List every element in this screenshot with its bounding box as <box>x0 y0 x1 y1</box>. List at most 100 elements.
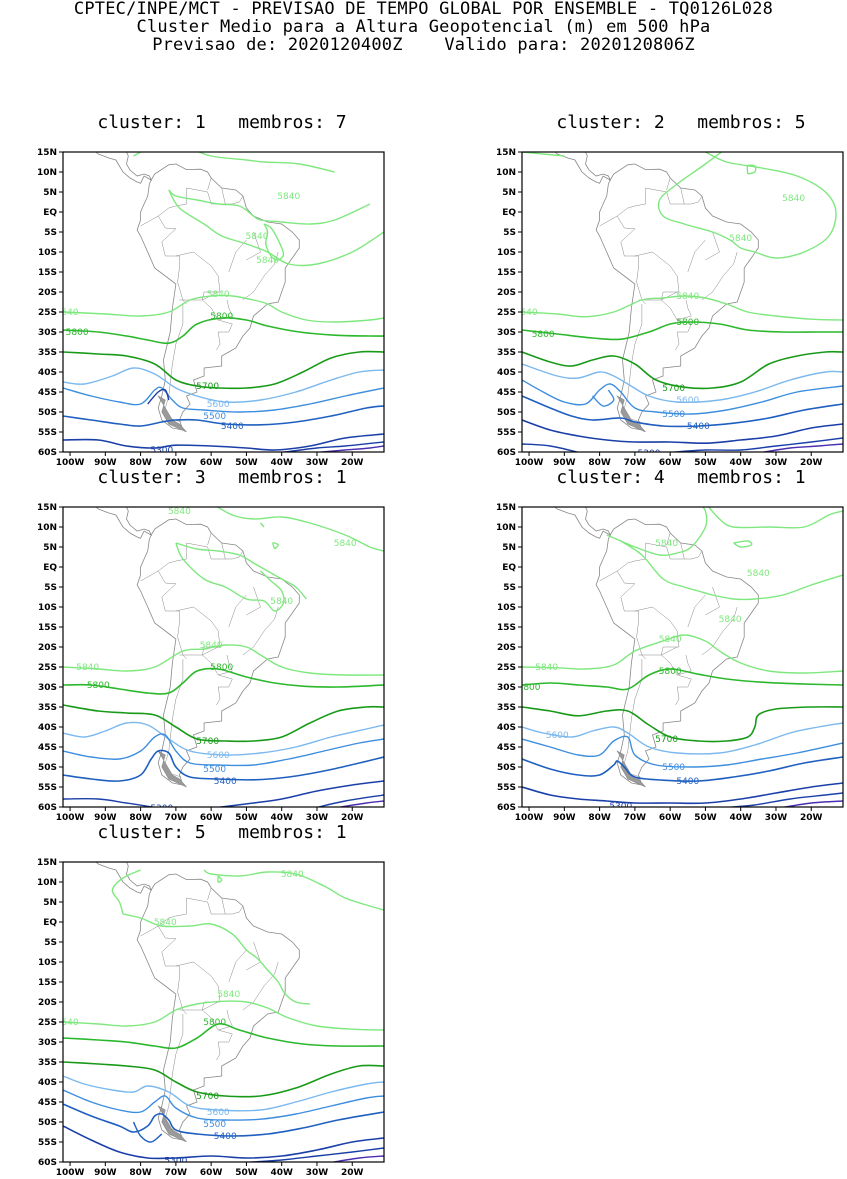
lat-tick-label: 20S <box>38 998 57 1008</box>
contour-label: 5840 <box>719 615 742 625</box>
contour-label: 5500 <box>203 412 226 422</box>
header-line-1: CPTEC/INPE/MCT - PREVISAO DE TEMPO GLOBA… <box>73 0 774 19</box>
contour-label: 5800 <box>518 683 541 693</box>
lat-tick-label: 15S <box>38 978 57 988</box>
contour-label: 5600 <box>207 1108 230 1118</box>
country-border <box>140 925 176 940</box>
lat-tick-label: 25S <box>497 308 516 318</box>
country-border <box>140 570 176 585</box>
country-border <box>705 231 720 261</box>
contour-5840 <box>111 869 141 915</box>
country-border <box>661 299 692 321</box>
lat-tick-label: 15N <box>496 148 516 158</box>
contour-label: 5840 <box>76 663 99 673</box>
lat-tick-label: 15N <box>496 503 516 513</box>
lat-tick-label: EQ <box>502 208 516 218</box>
contour-5800 <box>522 668 843 691</box>
contour-5800 <box>63 1022 384 1050</box>
contour-label: 5500 <box>662 763 685 773</box>
contour-5840 <box>522 634 843 674</box>
country-border <box>661 654 692 676</box>
contour-label: 5840 <box>782 194 805 204</box>
lat-tick-label: 60S <box>38 1158 57 1168</box>
lat-tick-label: 25S <box>497 663 516 673</box>
contour-5300 <box>218 780 384 807</box>
lat-tick-label: 50S <box>38 408 57 418</box>
lat-tick-label: 55S <box>497 783 516 793</box>
lat-tick-label: 45S <box>38 388 57 398</box>
geopotential-map: 5840584058405840540580058005700560055005… <box>37 148 385 468</box>
lat-tick-label: 15N <box>37 148 57 158</box>
contour-5840 <box>263 223 285 261</box>
contour-5300 <box>316 794 384 807</box>
contour-label: 5600 <box>546 731 569 741</box>
country-border <box>175 251 221 301</box>
coastline-central-america <box>70 507 153 539</box>
contour-5400 <box>63 1103 384 1137</box>
country-border <box>666 177 671 191</box>
lat-tick-label: 45S <box>497 388 516 398</box>
lon-tick-label: 20W <box>341 458 364 468</box>
contour-5800 <box>63 317 384 345</box>
country-border <box>701 606 738 656</box>
patagonia-islands <box>616 395 646 433</box>
lat-tick-label: 60S <box>38 803 57 813</box>
contour-5300 <box>63 797 155 807</box>
lon-tick-label: 50W <box>235 458 258 468</box>
contour-label: 5840 <box>334 539 357 549</box>
lat-tick-label: 20S <box>497 643 516 653</box>
lat-tick-label: 15S <box>38 623 57 633</box>
patagonia-islands <box>616 750 646 788</box>
country-border <box>207 177 212 191</box>
lon-tick-label: 60W <box>200 813 223 823</box>
contour-label: 5840 <box>217 990 240 1000</box>
country-border <box>617 543 646 572</box>
geopotential-map: 5840 5840 5840 5840 5840 5800 5800 5700 5600 5500… <box>496 503 844 823</box>
cluster-title: cluster: 1 membros: 7 <box>97 112 347 133</box>
contour-5840 <box>217 875 223 883</box>
cluster-panel-5: cluster: 5 membros: 1 5840 5840 5840 540 5800… <box>0 822 385 1178</box>
contour-label: 5800 <box>532 330 555 340</box>
country-border <box>246 231 261 261</box>
contour-5500 <box>63 386 384 413</box>
lat-tick-label: 5N <box>43 898 57 908</box>
map-frame <box>62 506 385 808</box>
contour-label: 5400 <box>687 422 710 432</box>
lat-tick-label: 50S <box>38 763 57 773</box>
lat-tick-label: 30S <box>38 683 57 693</box>
country-border <box>242 961 279 1011</box>
country-border <box>161 938 180 993</box>
cluster-panel-3: cluster: 3 membros: 1 5840 5840 5840 5840 584… <box>0 467 385 823</box>
lon-tick-label: 20W <box>800 813 823 823</box>
contour-5300 <box>147 388 170 405</box>
contour-label: 5840 <box>168 507 191 517</box>
lat-tick-label: 5N <box>43 543 57 553</box>
contour-label: 5800 <box>676 318 699 328</box>
lat-tick-label: 60S <box>497 448 516 458</box>
country-border <box>158 543 187 572</box>
country-border <box>246 586 261 616</box>
lat-tick-label: 55S <box>38 1138 57 1148</box>
coastline-south-america <box>136 873 300 1141</box>
lon-tick-label: 100W <box>56 813 85 823</box>
contour-5500 <box>63 733 384 767</box>
lon-tick-label: 80W <box>588 813 611 823</box>
lat-tick-label: 35S <box>38 703 57 713</box>
contour-5840 <box>168 189 371 225</box>
contour-5300 <box>281 441 384 452</box>
country-border <box>634 606 680 656</box>
lat-tick-label: 30S <box>38 328 57 338</box>
lon-tick-label: 20W <box>341 1168 364 1178</box>
contour-5840 <box>63 294 384 323</box>
cluster-panel-2: cluster: 2 membros: 5 5840 5840 5840 540 5800… <box>459 112 844 468</box>
lat-tick-label: 40S <box>38 1078 57 1088</box>
lon-tick-label: 70W <box>165 813 188 823</box>
header-line-2: Cluster Medio para a Altura Geopotencial… <box>136 17 711 37</box>
contour-5840 <box>733 540 753 548</box>
contour-label: 5840 <box>200 641 223 651</box>
cluster-panel-1: cluster: 1 membros: 7 5840 5840 5840 5840 540… <box>0 112 385 468</box>
lat-tick-label: 30S <box>38 1038 57 1048</box>
country-border <box>599 570 635 585</box>
lon-tick-label: 50W <box>694 813 717 823</box>
